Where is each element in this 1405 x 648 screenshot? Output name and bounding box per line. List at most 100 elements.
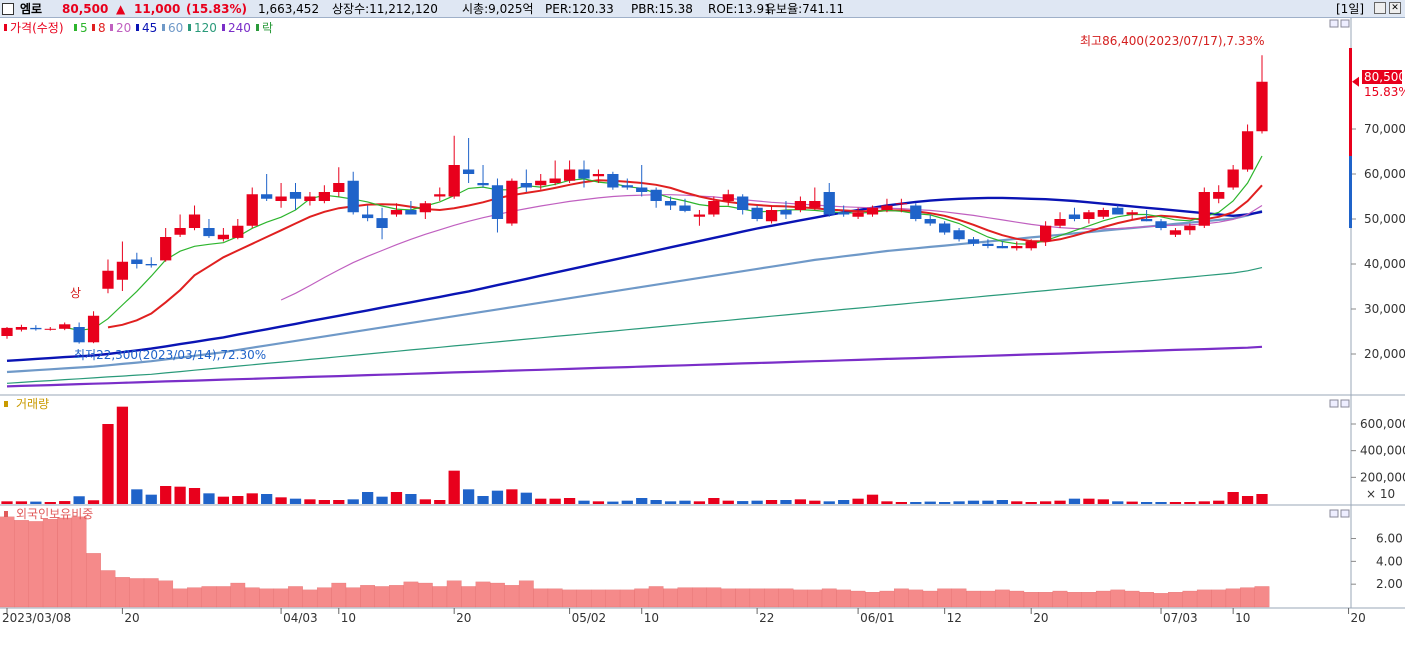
volume-bar xyxy=(246,493,258,504)
legend-swatch xyxy=(74,24,77,31)
foreign-bar xyxy=(922,590,938,608)
foreign-panel-title: 외국인보유비중 xyxy=(16,507,93,521)
panel-minimize-icon xyxy=(1329,509,1339,518)
volume-bar xyxy=(1140,502,1153,504)
candle xyxy=(1083,212,1095,219)
candle xyxy=(809,201,821,208)
candle xyxy=(1126,212,1138,215)
foreign-tick-label: 6.00 xyxy=(1376,532,1403,546)
x-tick-label: 2023/03/08 xyxy=(2,611,71,625)
foreign-bar xyxy=(143,578,159,608)
candle xyxy=(87,315,100,343)
volume-bar xyxy=(462,489,475,504)
foreign-bar xyxy=(894,588,909,608)
volume-bar xyxy=(809,500,821,504)
volume-bar xyxy=(881,501,893,504)
legend-item: 락 xyxy=(262,21,273,35)
foreign-bar xyxy=(302,589,318,608)
candle xyxy=(1112,207,1124,215)
x-tick-label: 06/01 xyxy=(860,611,895,625)
candle xyxy=(996,246,1008,249)
foreign-ratio-bars xyxy=(0,516,1270,608)
x-tick-label: 07/03 xyxy=(1163,611,1198,625)
foreign-bar xyxy=(1067,592,1082,608)
foreign-bar xyxy=(288,586,303,608)
volume-bar xyxy=(347,499,359,504)
minimize-icon[interactable] xyxy=(1374,2,1386,14)
foreign-bar xyxy=(1153,593,1169,608)
volume-bar xyxy=(116,406,129,504)
volume-bar xyxy=(664,501,677,504)
volume-bar xyxy=(910,502,922,504)
volume-bar xyxy=(939,502,951,504)
volume-bar xyxy=(261,494,273,504)
foreign-bar xyxy=(663,588,678,608)
volume-bar xyxy=(1054,500,1066,504)
foreign-bar xyxy=(1124,590,1140,608)
volume-bar xyxy=(953,501,965,504)
panel-maximize-icon xyxy=(1340,19,1350,28)
foreign-bar xyxy=(1110,589,1126,608)
volume-bar xyxy=(434,500,446,504)
close-icon[interactable]: ✕ xyxy=(1389,2,1401,14)
foreign-bar xyxy=(1240,587,1255,608)
candle xyxy=(939,223,951,233)
candle xyxy=(376,218,388,228)
candle xyxy=(362,214,374,219)
candles xyxy=(1,55,1268,344)
candle xyxy=(30,327,42,330)
ma45-line xyxy=(6,196,1263,362)
low-annotation: 최저22,300(2023/03/14),72.30% xyxy=(74,348,266,362)
foreign-bar xyxy=(1139,592,1154,608)
candle xyxy=(679,205,691,211)
volume-bar xyxy=(44,502,56,504)
foreign-bar xyxy=(57,517,73,608)
panel-minimize-icon xyxy=(1329,19,1339,28)
candle xyxy=(852,212,864,217)
y-tick-label: 70,000 xyxy=(1364,122,1405,136)
volume-bar xyxy=(102,424,114,504)
volume-bar xyxy=(967,500,980,504)
volume-bar xyxy=(621,500,633,504)
candle xyxy=(621,185,633,188)
volume-bar xyxy=(765,500,778,504)
foreign-bar xyxy=(1052,590,1068,608)
candle xyxy=(708,201,720,215)
volume-bar xyxy=(59,501,71,504)
x-tick-label: 04/03 xyxy=(283,611,318,625)
period-selector[interactable]: [1일] xyxy=(1336,2,1365,16)
candle xyxy=(693,214,706,217)
legend-item: 60 xyxy=(168,21,183,35)
candle xyxy=(664,201,677,206)
candle xyxy=(448,165,460,197)
foreign-bar xyxy=(490,582,505,608)
legend-item: 240 xyxy=(228,21,251,35)
volume-bar xyxy=(996,500,1008,504)
candle xyxy=(188,214,201,228)
x-tick-label: 10 xyxy=(1235,611,1250,625)
foreign-bar xyxy=(1023,592,1039,608)
foreign-bar xyxy=(71,516,87,608)
foreign-bar xyxy=(345,587,361,608)
foreign-bar xyxy=(360,585,375,608)
foreign-bar xyxy=(591,589,606,608)
foreign-title-marker xyxy=(4,511,8,517)
volume-bar xyxy=(232,496,244,504)
up-arrow-icon: ▲ xyxy=(116,2,126,16)
volume-bar xyxy=(1184,502,1196,504)
candle xyxy=(1011,246,1023,249)
foreign-bar xyxy=(547,588,563,608)
select-checkbox[interactable] xyxy=(2,3,14,15)
candle xyxy=(881,205,893,210)
volume-bar xyxy=(131,489,143,504)
volume-bar xyxy=(520,492,532,504)
stock-name: 엠로 xyxy=(20,2,43,16)
foreign-bar xyxy=(908,589,924,608)
y-tick-label: 30,000 xyxy=(1364,302,1405,316)
candle xyxy=(275,196,287,201)
foreign-bar xyxy=(865,592,880,608)
legend-swatch xyxy=(162,24,165,31)
volume-bars xyxy=(1,406,1268,504)
volume-bar xyxy=(376,496,388,504)
volume-bar xyxy=(1155,502,1167,504)
